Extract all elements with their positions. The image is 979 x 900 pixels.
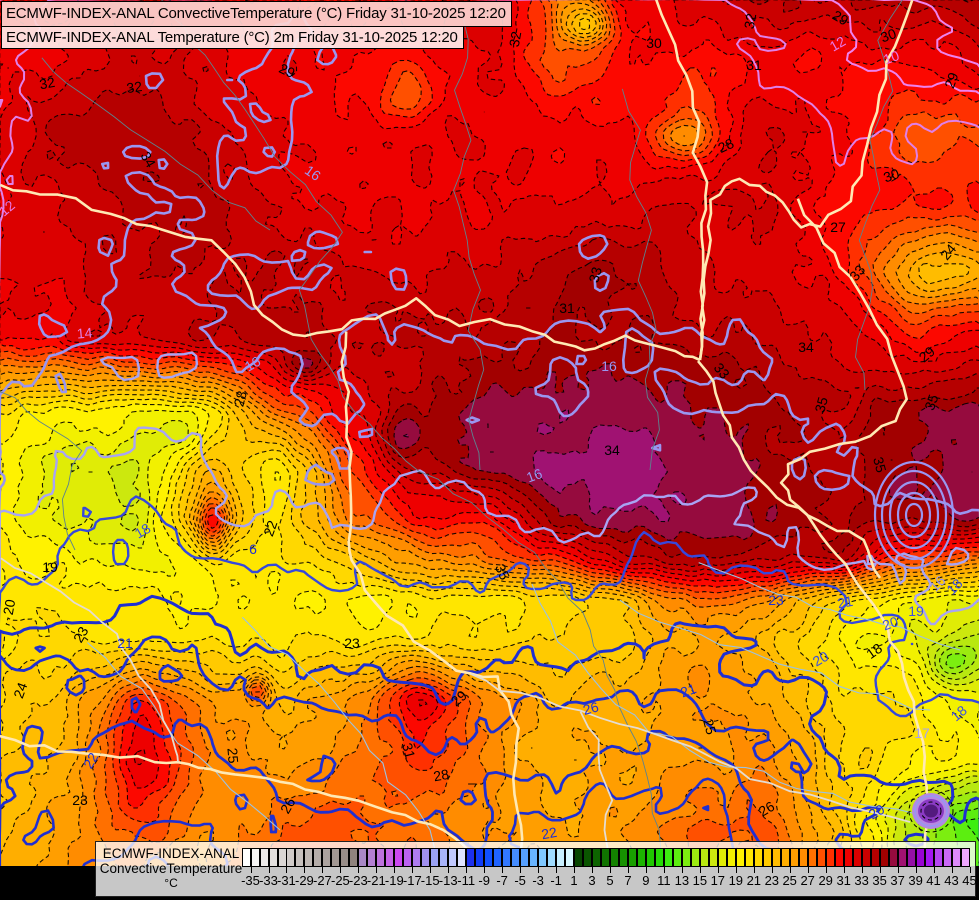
svg-text:26: 26: [277, 795, 299, 817]
svg-text:28: 28: [230, 389, 250, 408]
svg-text:23: 23: [768, 592, 784, 608]
svg-text:28: 28: [432, 766, 450, 784]
svg-text:31: 31: [746, 57, 762, 73]
svg-text:23: 23: [72, 792, 88, 808]
svg-text:18: 18: [132, 520, 154, 542]
svg-text:32: 32: [125, 78, 143, 96]
svg-text:29: 29: [830, 7, 852, 29]
svg-text:28: 28: [715, 135, 736, 156]
svg-text:22: 22: [80, 750, 102, 772]
svg-text:20: 20: [0, 598, 18, 616]
svg-text:33: 33: [585, 265, 605, 284]
svg-text:31: 31: [559, 300, 575, 316]
svg-text:10: 10: [881, 47, 901, 67]
svg-text:35: 35: [921, 392, 941, 412]
svg-text:27: 27: [830, 219, 846, 235]
svg-text:23: 23: [70, 624, 92, 646]
svg-text:26: 26: [581, 698, 600, 718]
svg-text:21: 21: [117, 635, 133, 651]
svg-text:25: 25: [224, 747, 241, 764]
svg-text:31: 31: [399, 741, 419, 760]
svg-text:30: 30: [881, 165, 901, 185]
svg-text:29: 29: [277, 60, 298, 81]
svg-text:32: 32: [38, 74, 56, 92]
svg-text:24: 24: [10, 680, 30, 700]
svg-text:20: 20: [866, 801, 888, 823]
svg-text:21: 21: [836, 593, 854, 611]
svg-text:16: 16: [601, 358, 617, 374]
svg-text:16: 16: [242, 353, 264, 375]
svg-text:26: 26: [756, 798, 778, 820]
svg-text:34: 34: [798, 339, 814, 355]
svg-text:17: 17: [914, 725, 930, 741]
svg-text:14: 14: [76, 324, 93, 341]
svg-text:12: 12: [827, 33, 849, 55]
svg-text:23: 23: [344, 635, 360, 651]
svg-text:30: 30: [646, 35, 662, 51]
svg-text:35: 35: [870, 455, 890, 474]
svg-text:22: 22: [260, 518, 280, 538]
svg-text:35: 35: [492, 561, 513, 582]
svg-text:34: 34: [138, 149, 160, 171]
svg-text:6: 6: [249, 541, 257, 557]
svg-text:22: 22: [540, 824, 558, 842]
svg-text:20: 20: [810, 648, 832, 670]
svg-text:19: 19: [908, 603, 924, 619]
svg-text:34: 34: [604, 442, 620, 458]
svg-text:32: 32: [506, 30, 524, 48]
svg-text:19: 19: [42, 559, 58, 575]
svg-text:29: 29: [941, 70, 961, 90]
svg-text:20: 20: [880, 613, 900, 633]
svg-text:16: 16: [524, 465, 544, 485]
svg-text:35: 35: [811, 395, 831, 414]
svg-text:25: 25: [700, 717, 720, 736]
svg-text:21: 21: [678, 680, 698, 700]
svg-text:32: 32: [741, 12, 759, 30]
svg-text:30: 30: [878, 25, 898, 45]
